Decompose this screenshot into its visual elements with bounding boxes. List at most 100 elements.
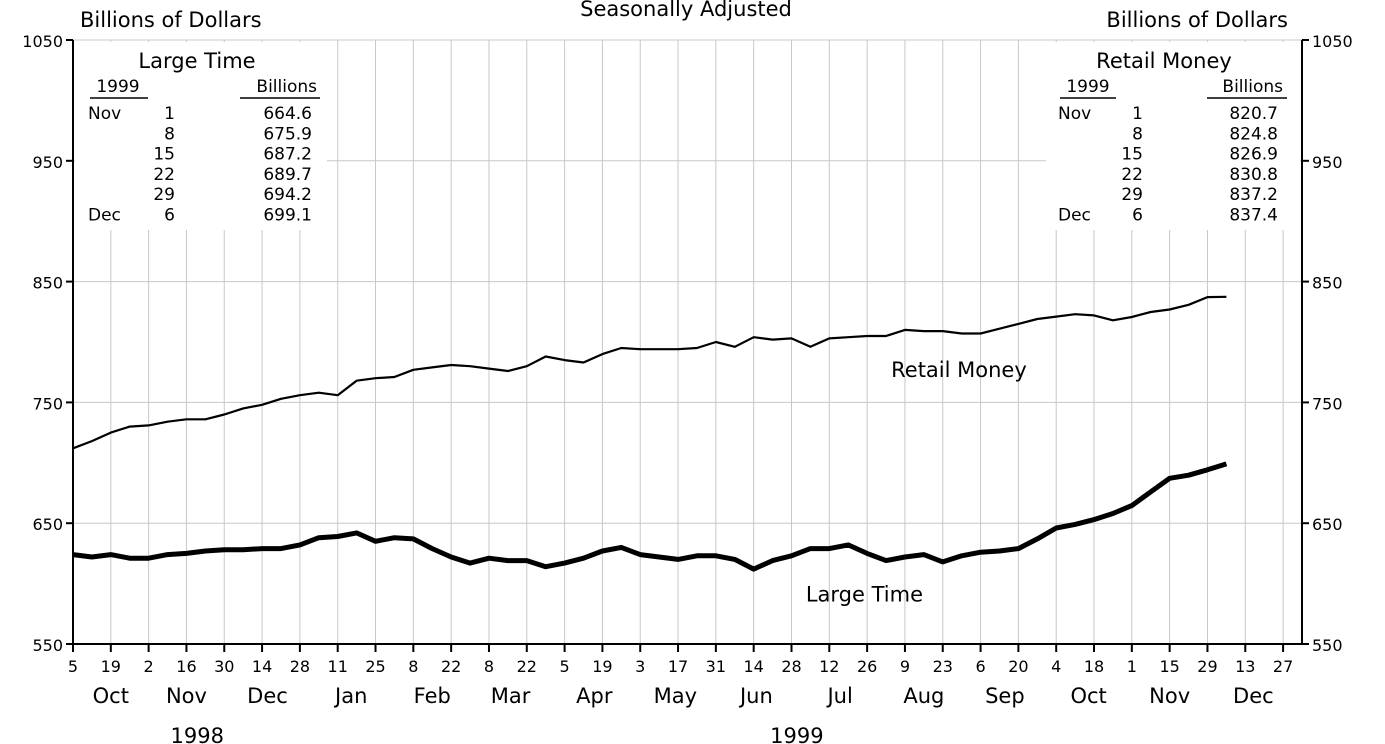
table-title: Retail Money [1096, 49, 1232, 73]
table-day: 6 [164, 206, 175, 226]
table-month: Dec [88, 206, 121, 226]
axes: 550 550 650 650 750 750 850 850 950 950 1050 1050 5 1… [22, 32, 1352, 744]
y-tick-label-left: 750 [32, 394, 63, 413]
month-label: Jan [333, 684, 367, 708]
x-tick-label: 12 [819, 657, 839, 676]
x-tick-label: 27 [1273, 657, 1293, 676]
table-month: Dec [1058, 206, 1091, 226]
table-value: 699.1 [263, 206, 312, 226]
month-label: Nov [1149, 684, 1190, 708]
x-tick-label: 20 [1008, 657, 1028, 676]
series-label: Retail Money [891, 358, 1027, 382]
y-tick-label-right: 650 [1312, 515, 1343, 534]
x-tick-label: 1 [1127, 657, 1137, 676]
table-day: 29 [153, 185, 175, 205]
x-tick-label: 25 [365, 657, 385, 676]
table-value: 837.4 [1229, 206, 1278, 226]
y-tick-label-left: 850 [32, 274, 63, 293]
table-value: 689.7 [263, 165, 312, 185]
table-day: 6 [1132, 206, 1143, 226]
month-label: Aug [903, 684, 944, 708]
table-mask-right [1046, 42, 1300, 230]
x-tick-label: 4 [1051, 657, 1061, 676]
table-value-header: Billions [1222, 77, 1283, 97]
table-value: 694.2 [263, 185, 312, 205]
y-tick-label-right: 850 [1312, 274, 1343, 293]
y-tick-label-left: 550 [32, 636, 63, 655]
month-label: Oct [93, 684, 129, 708]
table-day: 22 [153, 165, 175, 185]
series-line-retail-money [72, 295, 1227, 450]
table-value: 830.8 [1229, 165, 1278, 185]
table-value: 820.7 [1229, 104, 1278, 124]
month-label: May [654, 684, 697, 708]
month-label: Oct [1070, 684, 1106, 708]
x-tick-label: 19 [101, 657, 121, 676]
table-month: Nov [88, 104, 121, 124]
x-tick-label: 8 [484, 657, 494, 676]
series-lines: Retail Money Large Time [72, 295, 1228, 607]
x-tick-label: 28 [781, 657, 801, 676]
x-tick-label: 5 [560, 657, 570, 676]
plot-frame [72, 40, 1303, 645]
table-value: 837.2 [1229, 185, 1278, 205]
series-line-large-time [72, 461, 1228, 572]
table-year-header: 1999 [96, 77, 139, 97]
x-tick-label: 14 [252, 657, 272, 676]
x-tick-label: 22 [517, 657, 537, 676]
table-day: 15 [153, 145, 175, 165]
x-tick-label: 28 [290, 657, 310, 676]
x-tick-label: 19 [592, 657, 612, 676]
x-tick-label: 13 [1235, 657, 1255, 676]
x-tick-label: 5 [68, 657, 78, 676]
series-label: Large Time [806, 583, 923, 607]
left-axis-label: Billions of Dollars [80, 8, 262, 32]
month-label: Sep [985, 684, 1025, 708]
data-tables: Large Time 1999 Billions Nov 1 664.6 8 675.9 15 6… [88, 49, 1287, 226]
table-value-header: Billions [256, 77, 317, 97]
x-tick-label: 17 [668, 657, 688, 676]
x-tick-label: 22 [441, 657, 461, 676]
x-tick-label: 3 [635, 657, 645, 676]
table-day: 22 [1121, 165, 1143, 185]
table-mask-left-top [253, 42, 329, 157]
x-tick-label: 9 [900, 657, 910, 676]
table-day: 1 [164, 104, 175, 124]
x-tick-label: 2 [144, 657, 154, 676]
x-tick-label: 29 [1197, 657, 1217, 676]
table-month: Nov [1058, 104, 1091, 124]
month-label: Nov [166, 684, 207, 708]
month-label: Jun [738, 684, 773, 708]
table-value: 664.6 [263, 104, 312, 124]
table-day: 15 [1121, 145, 1143, 165]
table-value: 826.9 [1229, 145, 1278, 165]
y-tick-label-right: 750 [1312, 394, 1343, 413]
year-label: 1999 [770, 724, 823, 744]
month-label: Mar [491, 684, 531, 708]
y-tick-label-right: 950 [1312, 153, 1343, 172]
y-tick-label-left: 650 [32, 515, 63, 534]
x-tick-label: 14 [743, 657, 763, 676]
table-value: 675.9 [263, 124, 312, 144]
x-tick-label: 11 [328, 657, 348, 676]
x-tick-label: 23 [933, 657, 953, 676]
x-tick-label: 8 [408, 657, 418, 676]
table-value: 824.8 [1229, 124, 1278, 144]
y-tick-label-right: 1050 [1312, 32, 1353, 51]
x-tick-label: 31 [706, 657, 726, 676]
x-tick-label: 16 [176, 657, 196, 676]
table-year-header: 1999 [1066, 77, 1109, 97]
table-day: 29 [1121, 185, 1143, 205]
x-tick-label: 26 [857, 657, 877, 676]
y-tick-label-left: 1050 [22, 32, 63, 51]
table-value: 687.2 [263, 145, 312, 165]
table-day: 8 [1132, 124, 1143, 144]
y-tick-label-right: 550 [1312, 636, 1343, 655]
month-label: Dec [247, 684, 288, 708]
table-day: 8 [164, 124, 175, 144]
x-tick-label: 18 [1084, 657, 1104, 676]
month-label: Dec [1233, 684, 1274, 708]
chart-title: Seasonally Adjusted [580, 0, 792, 21]
x-tick-label: 6 [975, 657, 985, 676]
